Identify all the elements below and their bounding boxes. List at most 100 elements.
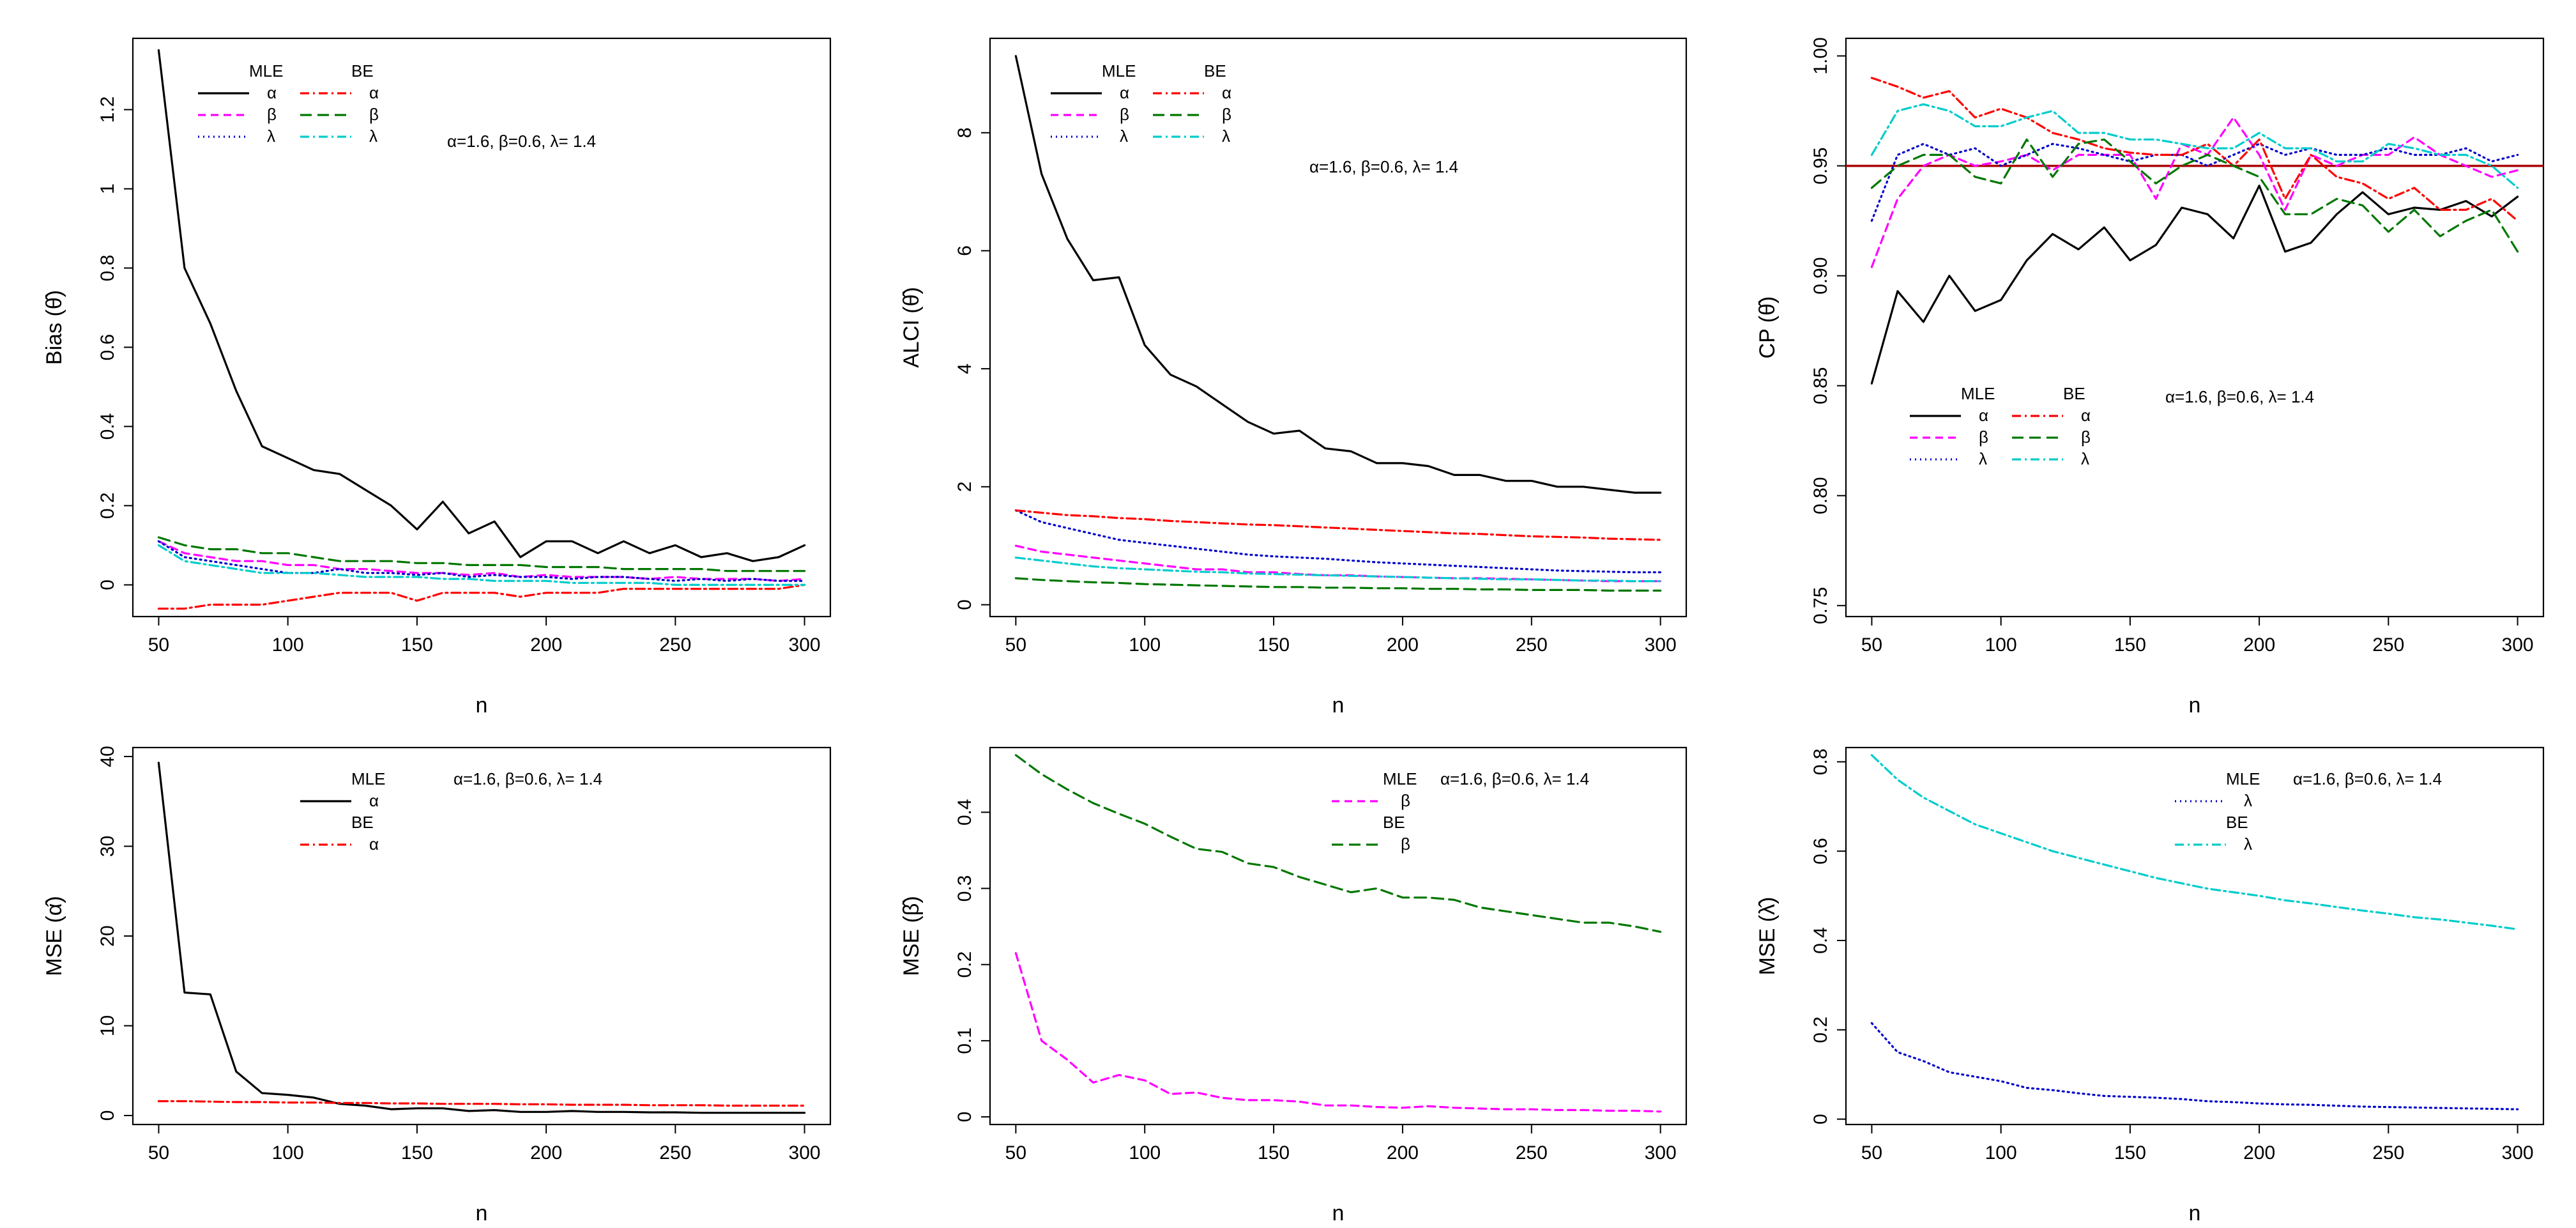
legend-header-mle: MLE (351, 769, 385, 788)
legend-label: λ (267, 127, 275, 146)
y-tick-label: 0.95 (1810, 147, 1831, 184)
x-tick-label: 200 (1387, 1142, 1419, 1163)
y-tick-label: 0.80 (1810, 477, 1831, 514)
legend-label: β (1120, 105, 1129, 124)
series-line-mle-2 (1870, 142, 2519, 222)
x-tick-label: 300 (789, 1142, 821, 1163)
y-tick-label: 0.8 (1810, 749, 1831, 776)
parameter-annotation: α=1.6, β=0.6, λ= 1.4 (447, 132, 596, 151)
x-axis-label: n (476, 1201, 488, 1225)
x-tick-label: 50 (148, 1142, 169, 1163)
x-axis-label: n (1332, 693, 1345, 718)
series-line-be-3 (157, 583, 806, 610)
y-axis-label: Bias (θ̂) (42, 290, 66, 365)
series-line-mle-0 (1014, 952, 1662, 1113)
y-axis-label: CP (θ̂) (1755, 296, 1780, 359)
series-line-mle-0 (157, 762, 806, 1114)
panel-3: 50 100 150 200 250 300 0.75 0.80 0.85 0.90 0.95 1.0… (1755, 37, 2545, 718)
legend-header-be: BE (2063, 384, 2085, 403)
plot-frame (132, 746, 832, 1126)
legend-header-mle: MLE (1383, 769, 1417, 788)
legend-label: α (267, 83, 277, 102)
y-tick-label: 0.6 (97, 334, 118, 361)
y-tick-label: 0 (97, 579, 118, 590)
series-line-mle-2 (1014, 509, 1662, 574)
legend-label: α (2081, 406, 2091, 425)
x-tick-label: 250 (659, 1142, 691, 1163)
x-tick-label: 100 (272, 634, 304, 656)
legend-label: α (369, 83, 379, 102)
parameter-annotation: α=1.6, β=0.6, λ= 1.4 (2293, 769, 2442, 788)
series-line-mle-0 (1014, 55, 1662, 494)
legend-label: β (1222, 105, 1231, 124)
y-tick-label: 30 (97, 836, 118, 857)
y-tick-label: 0 (1810, 1114, 1831, 1124)
x-tick-label: 50 (148, 634, 169, 656)
y-tick-label: 10 (97, 1015, 118, 1036)
x-tick-label: 300 (1645, 634, 1677, 656)
series-line-be-1 (157, 1100, 806, 1107)
x-tick-label: 300 (789, 634, 821, 656)
legend-label: β (267, 105, 277, 124)
x-tick-label: 200 (2243, 1142, 2275, 1163)
legend-label: β (2081, 427, 2091, 447)
y-axis-label: MSE (α̂) (42, 896, 66, 976)
panel-4: 50 100 150 200 250 300 0 10 20 30 40 n MSE (α̂) α=1.6… (42, 746, 832, 1225)
x-tick-label: 150 (401, 634, 433, 656)
legend-header-be: BE (351, 813, 374, 832)
y-tick-label: 1.2 (97, 96, 118, 123)
y-tick-label: 6 (954, 245, 975, 256)
legend-label: β (1401, 791, 1410, 810)
series-line-be-4 (1870, 138, 2519, 253)
plot-frame (1845, 37, 2545, 618)
x-tick-label: 200 (530, 1142, 562, 1163)
x-tick-label: 100 (1129, 634, 1161, 656)
y-tick-label: 0.1 (954, 1027, 975, 1054)
y-tick-label: 0.4 (954, 799, 975, 825)
y-tick-label: 0.2 (954, 951, 975, 978)
series-line-be-3 (1014, 509, 1662, 541)
plot-frame (989, 37, 1688, 618)
parameter-annotation: α=1.6, β=0.6, λ= 1.4 (1309, 157, 1458, 176)
legend-label: α (369, 791, 379, 810)
series-line-be-5 (157, 544, 806, 587)
y-tick-label: 0.2 (1810, 1017, 1831, 1043)
y-tick-label: 0.6 (1810, 838, 1831, 864)
plot-frame (1845, 746, 2545, 1126)
y-tick-label: 0.2 (97, 493, 118, 519)
series-line-be-3 (1870, 77, 2519, 222)
y-tick-label: 0.4 (1810, 927, 1831, 954)
x-tick-label: 100 (1985, 1142, 2017, 1163)
x-tick-label: 150 (2114, 1142, 2146, 1163)
y-tick-label: 0.90 (1810, 257, 1831, 294)
x-tick-label: 100 (272, 1142, 304, 1163)
x-tick-label: 200 (1387, 634, 1419, 656)
series-line-be-1 (1014, 754, 1662, 933)
plot-frame (989, 746, 1688, 1126)
x-tick-label: 200 (2243, 634, 2275, 656)
x-tick-label: 100 (1129, 1142, 1161, 1163)
legend-label: α (1979, 406, 1988, 425)
legend-label: β (369, 105, 379, 124)
series-line-mle-1 (157, 540, 806, 582)
x-tick-label: 100 (1985, 634, 2017, 656)
legend-header-mle: MLE (1961, 384, 1995, 403)
panel-1: 50 100 150 200 250 300 0 0.2 0.4 0.6 0.8 1 1.2 n Bias … (42, 37, 832, 718)
y-tick-label: 0.75 (1810, 587, 1831, 624)
legend-header-mle: MLE (1102, 61, 1136, 81)
legend-header-mle: MLE (249, 61, 283, 81)
x-tick-label: 150 (1258, 634, 1290, 656)
series-line-mle-2 (157, 540, 806, 582)
legend-label: β (1979, 427, 1988, 447)
legend-header-be: BE (351, 61, 374, 81)
x-axis-label: n (476, 693, 488, 718)
x-tick-label: 300 (1645, 1142, 1677, 1163)
y-tick-label: 0 (954, 599, 975, 610)
x-tick-label: 250 (1516, 634, 1548, 656)
legend-label: α (1222, 83, 1231, 102)
x-tick-label: 150 (401, 1142, 433, 1163)
